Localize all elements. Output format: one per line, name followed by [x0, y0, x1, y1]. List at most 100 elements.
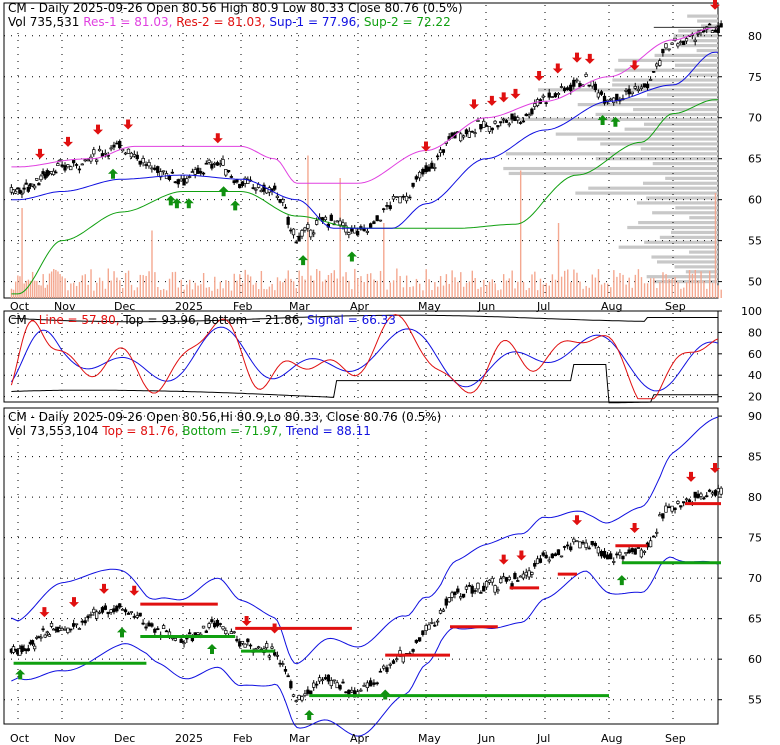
- p3-xlabel-10: Aug: [601, 732, 622, 745]
- price-candle-body: [22, 187, 26, 190]
- volume-bar: [339, 178, 341, 298]
- p3-price-body: [713, 490, 718, 496]
- panel3-legend: Vol 73,553,104 Top = 81.76, Bottom = 71.…: [8, 424, 371, 438]
- p3-xlabel-4: Feb: [233, 732, 252, 745]
- volume-bar: [122, 287, 124, 298]
- price-candle-body: [467, 130, 471, 138]
- volume-bar: [386, 289, 388, 298]
- volume-bar: [606, 283, 609, 298]
- p3-price-body: [347, 689, 351, 695]
- price-candle-body: [524, 113, 528, 117]
- panel1-sell-arrow: [572, 52, 582, 63]
- price-candle-body: [123, 152, 128, 155]
- volume-bar: [257, 289, 260, 298]
- p2-ytick-label-60: 60: [748, 348, 762, 361]
- volume-bar: [494, 283, 496, 298]
- p3-price-body: [401, 655, 405, 663]
- p3-ytick-label-70: 70: [748, 572, 762, 585]
- price-candle-body: [372, 221, 376, 224]
- volume-profile-bar: [680, 44, 718, 48]
- p3-price-body: [275, 654, 280, 657]
- p3-price-body: [507, 576, 511, 581]
- p3-price-body: [679, 505, 683, 508]
- p3-price-body: [642, 550, 647, 553]
- p3-price-body: [320, 679, 325, 682]
- p3-price-body: [664, 505, 668, 513]
- volume-bar: [610, 287, 612, 298]
- price-candle-body: [210, 163, 214, 169]
- price-candle-body: [80, 163, 84, 166]
- p3-price-body: [470, 585, 474, 594]
- price-candle-body: [273, 185, 277, 190]
- volume-bar: [98, 277, 101, 298]
- p3-price-body: [699, 493, 703, 497]
- panel2-top: Top = 93.96,: [123, 313, 200, 327]
- p3-price-body: [210, 619, 214, 623]
- volume-bar: [284, 278, 287, 298]
- volume-bar: [216, 288, 219, 298]
- volume-bar: [519, 170, 522, 298]
- price-candle-body: [281, 199, 285, 203]
- p3-price-body: [484, 581, 489, 588]
- p1-ytick-label-60: 60: [748, 194, 762, 207]
- price-candle-body: [566, 87, 570, 90]
- price-candle-body: [490, 127, 494, 131]
- volume-bar: [64, 278, 66, 298]
- volume-bar: [290, 278, 292, 298]
- volume-profile-bar: [670, 230, 718, 235]
- p3-price-body: [441, 609, 446, 612]
- volume-bar: [680, 288, 682, 298]
- price-candle-body: [391, 196, 396, 200]
- price-candle-body: [421, 168, 425, 175]
- price-candle-body: [353, 227, 357, 234]
- price-candle-body: [97, 148, 102, 152]
- p3-price-body: [344, 691, 348, 694]
- p3-ytick-label-90: 90: [748, 410, 762, 423]
- volume-profile-bar: [652, 162, 718, 166]
- price-candle-body: [138, 160, 142, 165]
- p3-price-body: [63, 628, 67, 631]
- volume-bar: [222, 288, 224, 298]
- volume-profile-bar: [652, 280, 718, 284]
- price-candle-body: [684, 38, 689, 42]
- price-candle-body: [562, 87, 567, 92]
- p3-price-body: [391, 660, 396, 664]
- p2-ytick-label-40: 40: [748, 369, 762, 382]
- volume-bar: [688, 270, 691, 298]
- volume-profile-bar: [642, 181, 718, 185]
- p3-price-body: [248, 644, 253, 647]
- panel1-buy-arrow: [108, 168, 118, 179]
- price-candle-body: [676, 43, 680, 47]
- p3-price-body: [89, 614, 93, 616]
- volume-bar: [557, 223, 560, 298]
- p3-price-body: [238, 641, 242, 647]
- volume-bar: [399, 275, 401, 298]
- volume-bar: [462, 286, 465, 298]
- panel1-buy-arrow: [218, 186, 229, 197]
- p3-price-body: [612, 561, 616, 563]
- panel3-buy-arrow: [380, 689, 391, 700]
- panel3-title: CM - Daily 2025-09-26 Open 80.56,Hi 80.9…: [8, 410, 442, 424]
- price-candle-body: [541, 95, 545, 98]
- p1-xlabel-1: Nov: [54, 300, 76, 313]
- volume-bar: [70, 283, 72, 298]
- p3-price-body: [572, 538, 576, 543]
- p3-price-body: [433, 624, 437, 627]
- price-candle-body: [147, 161, 151, 167]
- price-candle-body: [69, 166, 73, 171]
- price-candle-body: [204, 162, 208, 165]
- price-candle-body: [329, 214, 333, 221]
- price-candle-body: [161, 170, 166, 173]
- p3-price-body: [430, 622, 434, 624]
- price-candle-body: [569, 84, 573, 92]
- p3-price-body: [705, 495, 709, 498]
- panel1-sell-arrow: [629, 60, 640, 71]
- panel2-line: - Line = 57.80,: [26, 313, 120, 327]
- volume-bar: [59, 273, 61, 298]
- price-candle-body: [648, 79, 653, 81]
- p3-price-body: [115, 605, 119, 612]
- p3-price-body: [207, 623, 211, 628]
- panel1-sell-arrow: [510, 88, 521, 99]
- volume-bar: [425, 269, 427, 298]
